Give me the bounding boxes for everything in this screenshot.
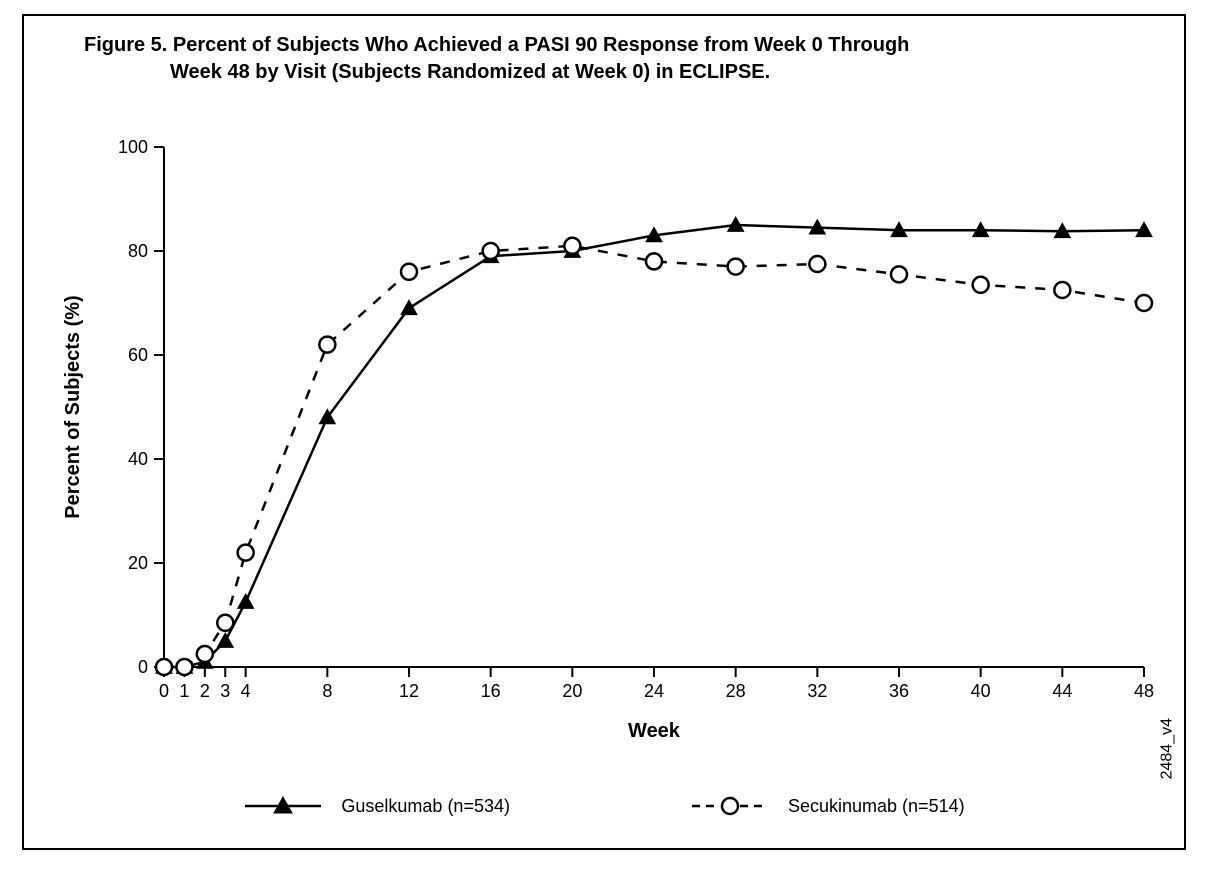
circle-icon: [973, 277, 989, 293]
side-version-label: 2484_v4: [1158, 718, 1176, 779]
circle-icon: [891, 266, 907, 282]
legend-label-guselkumab: Guselkumab (n=534): [341, 796, 510, 817]
circle-icon: [217, 615, 233, 631]
x-tick-label: 44: [1052, 681, 1072, 701]
circle-icon: [156, 659, 172, 675]
x-tick-label: 0: [159, 681, 169, 701]
y-axis-title: Percent of Subjects (%): [62, 295, 84, 518]
x-tick-label: 48: [1134, 681, 1154, 701]
x-tick-label: 16: [481, 681, 501, 701]
x-tick-label: 4: [241, 681, 251, 701]
circle-icon: [401, 264, 417, 280]
triangle-icon: [217, 633, 233, 647]
y-tick-label: 80: [128, 241, 148, 261]
y-tick-label: 40: [128, 449, 148, 469]
circle-icon: [176, 659, 192, 675]
circle-icon: [728, 259, 744, 275]
x-tick-label: 36: [889, 681, 909, 701]
triangle-icon: [401, 300, 417, 314]
circle-icon: [722, 798, 738, 814]
y-tick-label: 20: [128, 553, 148, 573]
x-tick-label: 40: [971, 681, 991, 701]
circle-icon: [809, 256, 825, 272]
legend-symbol-guselkumab: [243, 794, 323, 818]
circle-icon: [646, 253, 662, 269]
chart-area: 02040608010001234812162024283236404448We…: [24, 116, 1184, 778]
circle-icon: [319, 337, 335, 353]
x-tick-label: 24: [644, 681, 664, 701]
x-tick-label: 2: [200, 681, 210, 701]
x-tick-label: 8: [322, 681, 332, 701]
figure-frame: Figure 5. Percent of Subjects Who Achiev…: [22, 14, 1186, 850]
circle-icon: [238, 545, 254, 561]
legend-label-secukinumab: Secukinumab (n=514): [788, 796, 965, 817]
circle-icon: [564, 238, 580, 254]
y-tick-label: 100: [118, 137, 148, 157]
x-tick-label: 1: [179, 681, 189, 701]
x-tick-label: 32: [807, 681, 827, 701]
legend-item-guselkumab: Guselkumab (n=534): [243, 794, 510, 818]
legend-item-secukinumab: Secukinumab (n=514): [690, 794, 965, 818]
x-tick-label: 20: [562, 681, 582, 701]
page: Figure 5. Percent of Subjects Who Achiev…: [0, 0, 1208, 872]
circle-icon: [483, 243, 499, 259]
figure-title-line2: Week 48 by Visit (Subjects Randomized at…: [84, 59, 1154, 86]
chart-svg: 02040608010001234812162024283236404448We…: [24, 116, 1184, 778]
legend: Guselkumab (n=534) Secukinumab (n=514): [24, 786, 1184, 826]
triangle-icon: [238, 594, 254, 608]
legend-symbol-secukinumab: [690, 794, 770, 818]
x-tick-label: 12: [399, 681, 419, 701]
x-axis-title: Week: [628, 720, 681, 742]
series-line-guselkumab: [164, 225, 1144, 667]
circle-icon: [1054, 282, 1070, 298]
x-tick-label: 3: [220, 681, 230, 701]
x-tick-label: 28: [726, 681, 746, 701]
figure-title: Figure 5. Percent of Subjects Who Achiev…: [84, 32, 1154, 86]
y-tick-label: 60: [128, 345, 148, 365]
plot-group: 02040608010001234812162024283236404448We…: [62, 137, 1154, 742]
y-tick-label: 0: [138, 657, 148, 677]
circle-icon: [1136, 295, 1152, 311]
circle-icon: [197, 646, 213, 662]
figure-title-line1: Figure 5. Percent of Subjects Who Achiev…: [84, 34, 909, 56]
